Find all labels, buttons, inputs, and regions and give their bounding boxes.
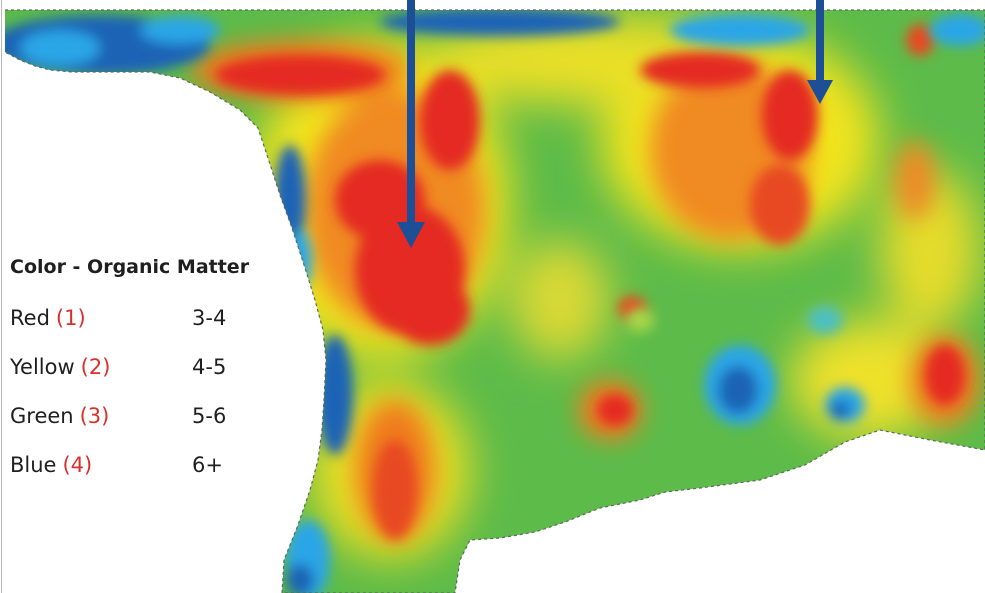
arrow-group <box>397 0 833 248</box>
legend-range: 5-6 <box>192 404 227 428</box>
legend-class-number: (3) <box>79 404 110 428</box>
legend-title: Color - Organic Matter <box>10 256 250 278</box>
legend-color-name: Green <box>10 404 74 428</box>
arrow-right-head <box>807 80 833 104</box>
left-border-line <box>1 0 2 593</box>
legend-row-green: Green (3) 5-6 <box>10 404 226 428</box>
legend-range: 6+ <box>192 453 223 477</box>
field-boundary <box>4 9 985 593</box>
legend-color-name: Red <box>10 306 50 330</box>
legend-class-number: (4) <box>62 453 93 477</box>
legend-class-number: (2) <box>80 355 111 379</box>
legend-class-number: (1) <box>55 306 86 330</box>
arrow-left-head <box>397 222 425 248</box>
legend-color-name: Blue <box>10 453 57 477</box>
legend-row-yellow: Yellow (2) 4-5 <box>10 355 226 379</box>
legend-row-red: Red (1) 3-4 <box>10 306 226 330</box>
legend-range: 3-4 <box>192 306 227 330</box>
legend-color-name: Yellow <box>10 355 75 379</box>
legend-row-blue: Blue (4) 6+ <box>10 453 223 477</box>
legend-range: 4-5 <box>192 355 227 379</box>
